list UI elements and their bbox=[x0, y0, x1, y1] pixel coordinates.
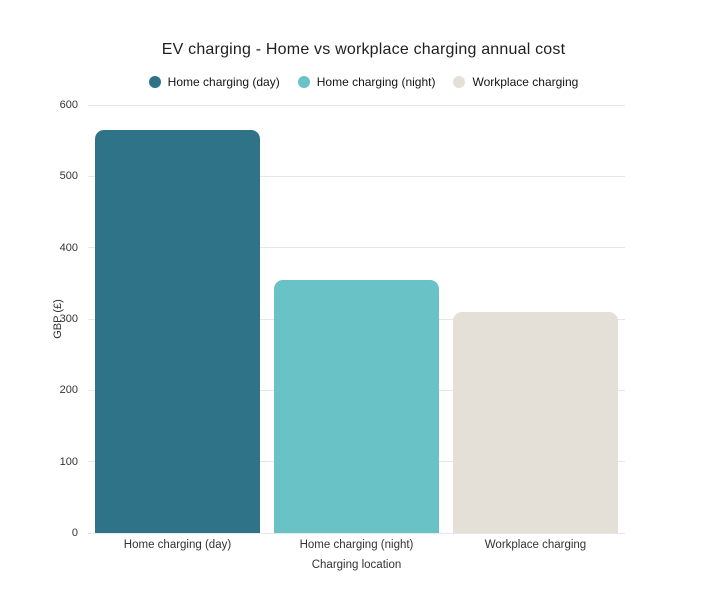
y-axis-tick-label-200: 200 bbox=[59, 384, 78, 397]
legend-swatch-icon bbox=[453, 76, 466, 88]
legend-item-home-charging-day: Home charging (day) bbox=[148, 75, 280, 89]
chart-title: EV charging - Home vs workplace charging… bbox=[161, 41, 566, 58]
x-axis-tick-label-home-charging-day: Home charging (day) bbox=[123, 539, 232, 551]
legend-item-home-charging-night: Home charging (night) bbox=[297, 75, 436, 89]
legend-swatch-icon bbox=[148, 76, 161, 88]
bar-band-home-charging-day bbox=[88, 105, 267, 533]
x-axis-tick-label-workplace-charging: Workplace charging bbox=[484, 539, 587, 551]
gridline-600 bbox=[88, 104, 625, 106]
y-axis-tick-label-600: 600 bbox=[59, 99, 78, 111]
gridline-0 bbox=[88, 532, 625, 534]
plot-area: GBP (£) Home charging (day) Home charging… bbox=[52, 99, 625, 571]
y-axis-tick-label-400: 400 bbox=[59, 241, 78, 254]
bar-band-workplace-charging bbox=[446, 105, 625, 533]
y-axis-tick-label-500: 500 bbox=[59, 170, 78, 183]
legend-label: Home charging (night) bbox=[316, 75, 436, 89]
bar-home-charging-night bbox=[274, 279, 439, 533]
legend-label: Workplace charging bbox=[472, 75, 579, 89]
legend-item-workplace-charging: Workplace charging bbox=[453, 75, 578, 89]
y-axis-tick-label-0: 0 bbox=[71, 527, 78, 539]
bar-band-home-charging-night bbox=[267, 105, 446, 533]
x-axis-tick-label-home-charging-night: Home charging (night) bbox=[299, 539, 414, 551]
x-axis-tick-labels: Home charging (day) Home charging (night)… bbox=[88, 539, 625, 551]
bar-home-charging-day bbox=[95, 129, 260, 533]
bar-workplace-charging bbox=[453, 311, 618, 533]
gridline-500 bbox=[88, 175, 625, 177]
y-axis-tick-label-300: 300 bbox=[59, 313, 78, 325]
y-axis-tick-label-100: 100 bbox=[59, 455, 78, 468]
legend-label: Home charging (day) bbox=[167, 75, 280, 89]
bars-group bbox=[88, 105, 625, 533]
chart-legend: Home charging (day) Home charging (night)… bbox=[0, 75, 727, 89]
gridline-400 bbox=[88, 247, 625, 249]
legend-swatch-icon bbox=[297, 76, 310, 88]
x-axis-title: Charging location bbox=[311, 559, 402, 571]
